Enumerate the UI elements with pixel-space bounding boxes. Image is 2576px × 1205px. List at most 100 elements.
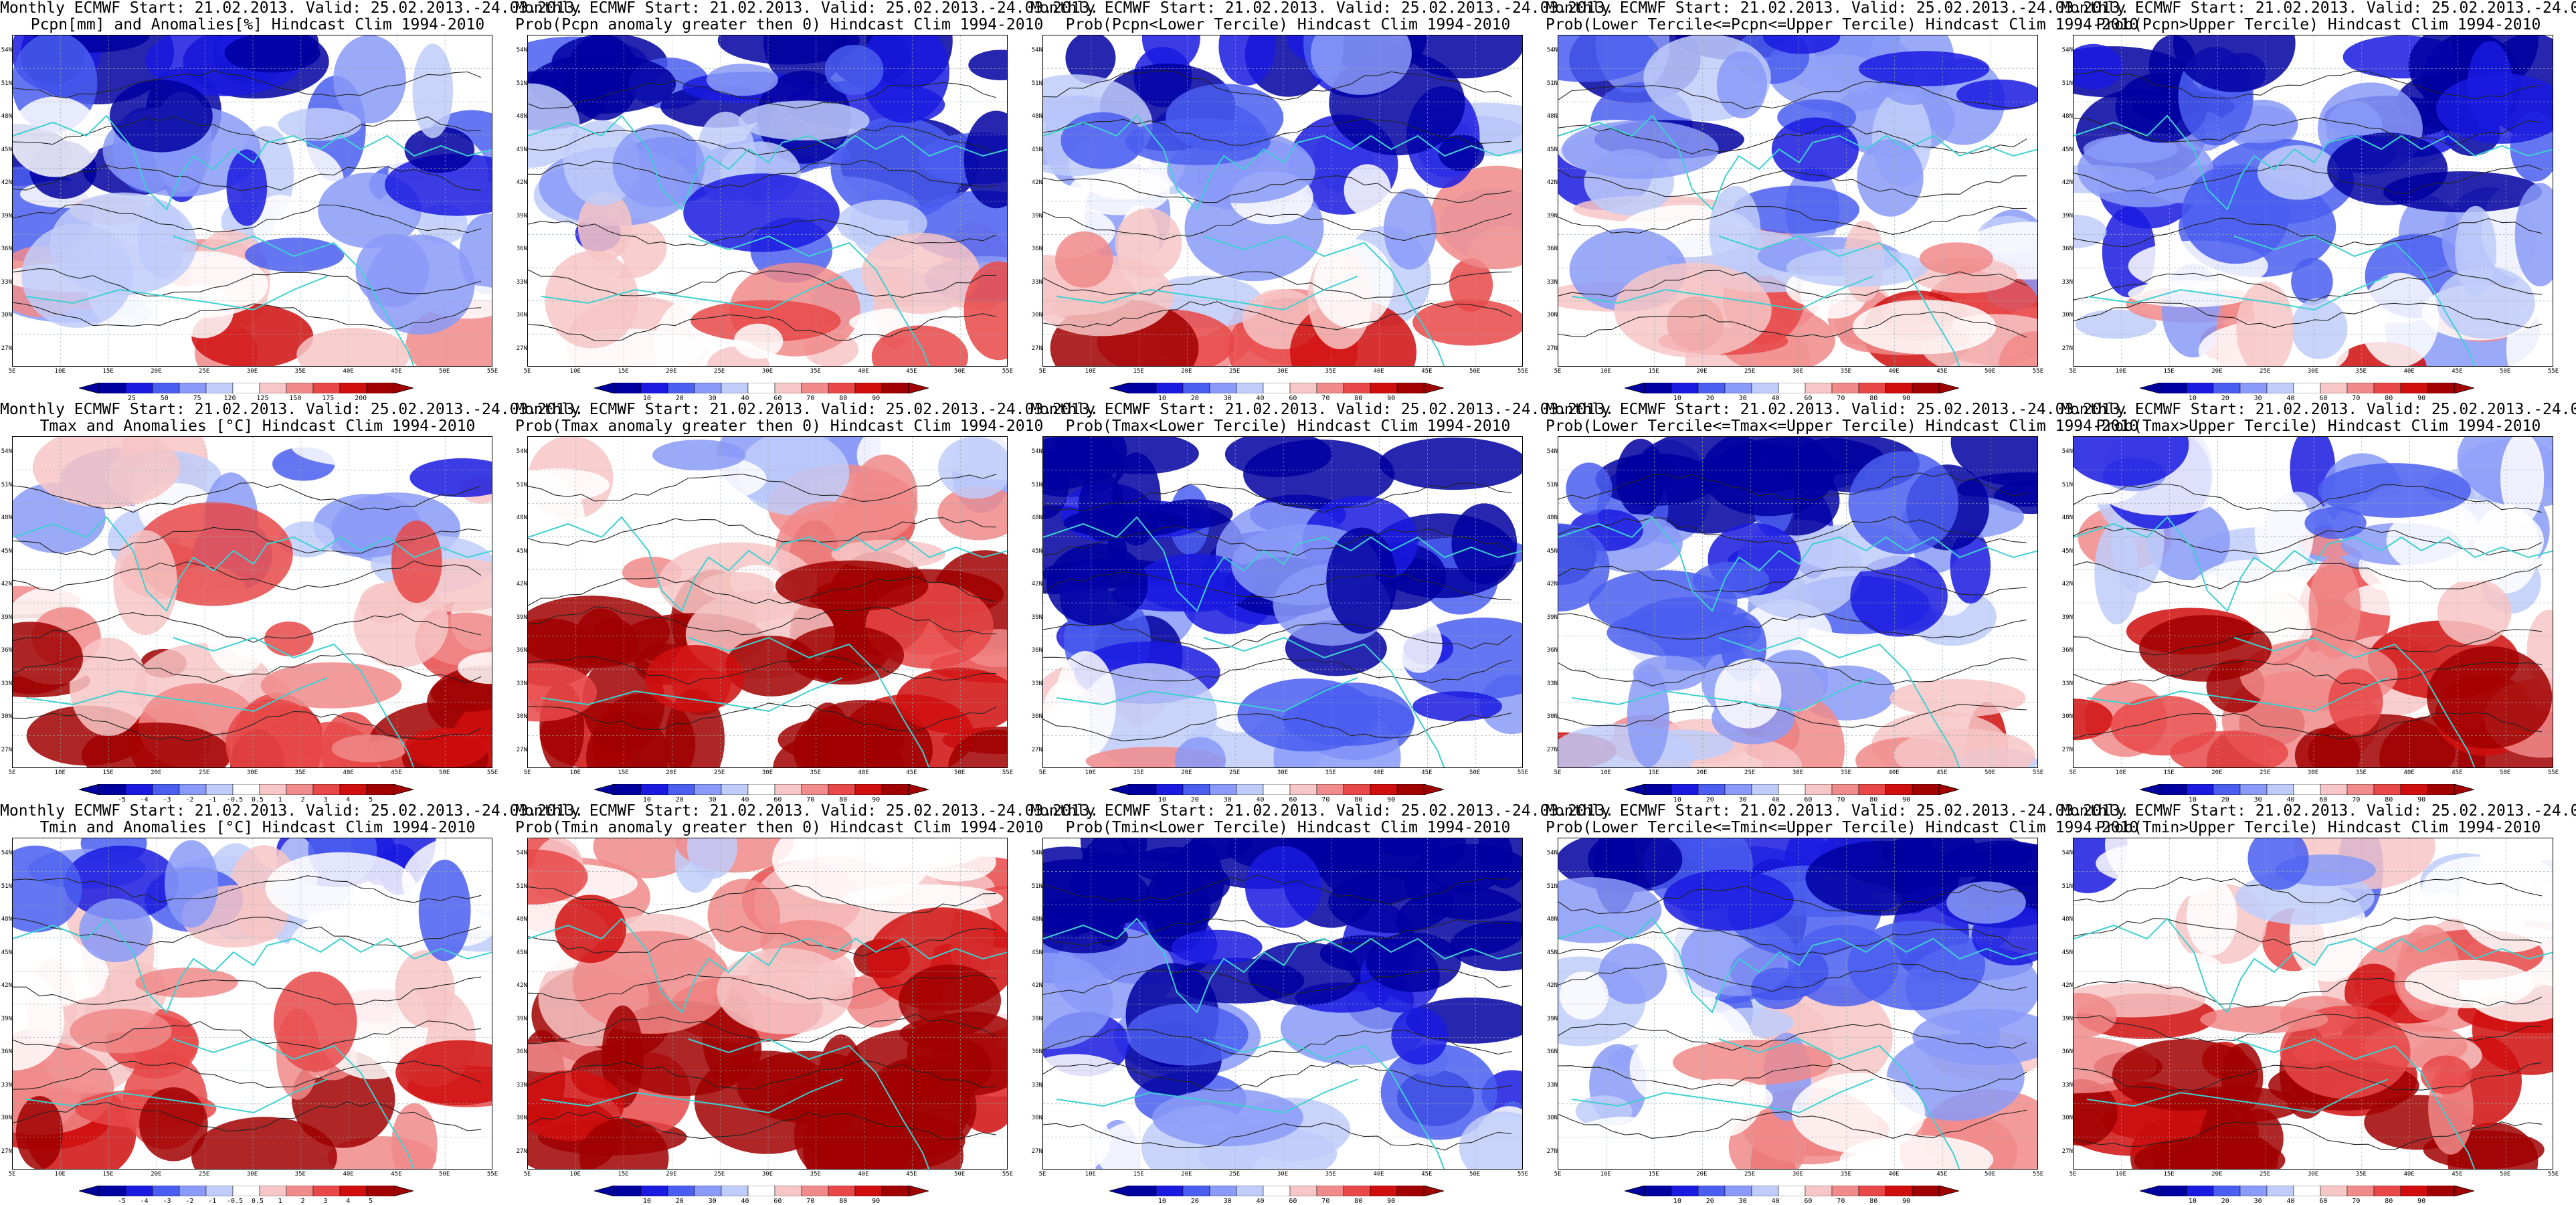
panel-title-line2: Prob(Tmax>Upper Tercile) Hindcast Clim 1…	[2096, 418, 2541, 435]
field-blob	[1420, 838, 1513, 893]
lon-label: 5E	[2069, 769, 2077, 776]
colorbar-swatch	[1778, 784, 1806, 795]
colorbar-swatch	[1263, 784, 1291, 795]
colorbar-swatch	[1778, 1186, 1806, 1196]
lon-label: 50E	[1469, 769, 1481, 776]
coastline	[1043, 516, 1522, 767]
colorbar	[594, 1186, 929, 1196]
colorbar-swatch	[1885, 1186, 1913, 1196]
colorbar-arrow-right	[2454, 1186, 2474, 1196]
coastline	[1043, 114, 1522, 366]
colorbar-swatch	[1751, 784, 1779, 795]
colorbar-swatch	[2400, 1186, 2428, 1196]
panel-title-line2: Prob(Lower Tercile<=Pcpn<=Upper Tercile)…	[1546, 16, 2139, 33]
colorbar-label: 10	[1673, 796, 1681, 804]
lat-label: 51N	[1546, 80, 1558, 87]
field-blob	[225, 699, 323, 767]
colorbar-arrow-left	[79, 383, 100, 393]
lon-label: 45E	[1421, 1171, 1433, 1178]
contour-line	[13, 70, 482, 99]
lat-label: 27N	[516, 345, 527, 352]
colorbar-swatch	[259, 1186, 287, 1196]
lon-label: 20E	[1696, 769, 1708, 776]
field-blob	[1043, 1054, 1121, 1091]
coastline	[1043, 917, 1522, 1169]
lat-label: 42N	[1031, 179, 1042, 186]
colorbar-swatch	[1263, 383, 1291, 393]
colorbar-swatch	[1805, 383, 1833, 393]
lat-label: 54N	[1546, 47, 1558, 54]
field-blob	[1850, 555, 1948, 637]
lon-label: 30E	[246, 1171, 258, 1178]
lat-label: 51N	[2061, 80, 2073, 87]
colorbar-label: 60	[773, 395, 782, 402]
lat-label: 36N	[516, 1048, 527, 1055]
lon-label: 20E	[1181, 1171, 1192, 1178]
lon-label: 15E	[2163, 368, 2175, 375]
contour-line	[2074, 483, 2543, 513]
lon-label: 50E	[2500, 368, 2511, 375]
field-blob	[612, 124, 705, 207]
lon-label: 40E	[1888, 1171, 1900, 1178]
field-blob	[1627, 664, 1669, 767]
lat-label: 48N	[516, 515, 527, 521]
field-blob	[1384, 189, 1437, 270]
map-panel-r2c3: Monthly ECMWF Start: 21.02.2013. Valid: …	[1030, 401, 1614, 804]
lat-label: 54N	[1546, 850, 1558, 856]
colorbar-swatch	[1724, 383, 1752, 393]
colorbar-label: 150	[289, 395, 302, 402]
lon-label: 40E	[1373, 1171, 1384, 1178]
colorbar-swatch	[667, 1186, 695, 1196]
lon-label: 15E	[1133, 1171, 1144, 1178]
field-blob	[1412, 691, 1502, 722]
field-blob	[2074, 699, 2113, 741]
colorbar-label: 20	[1190, 395, 1199, 402]
colorbar-label: 10	[1673, 395, 1681, 402]
field-blob	[15, 1096, 64, 1169]
panel-title-line1: Monthly ECMWF Start: 21.02.2013. Valid: …	[515, 802, 1099, 820]
colorbar-swatch	[1370, 784, 1398, 795]
contour-line	[528, 159, 997, 189]
colorbar-label: 10	[642, 1198, 651, 1205]
lon-label: 30E	[761, 368, 773, 375]
colorbar-label: 40	[741, 796, 749, 804]
lon-label: 35E	[1325, 1171, 1336, 1178]
colorbar-label: 30	[1223, 1198, 1232, 1205]
lon-label: 55E	[2547, 1171, 2559, 1178]
field-blob	[2294, 727, 2361, 767]
map-field	[2074, 35, 2553, 366]
contour-line	[1558, 311, 2027, 338]
colorbar-swatch	[1129, 383, 1157, 393]
lon-label: 15E	[102, 368, 114, 375]
lon-label: 50E	[2500, 1171, 2511, 1178]
field-blob	[2291, 258, 2333, 306]
field-blob	[244, 238, 345, 272]
lon-label: 50E	[954, 368, 965, 375]
lat-label: 51N	[1031, 883, 1042, 890]
field-blob	[555, 895, 626, 963]
panel-title-line1: Monthly ECMWF Start: 21.02.2013. Valid: …	[1030, 802, 1615, 820]
field-blob	[1379, 437, 1522, 490]
lon-label: 25E	[1229, 1171, 1240, 1178]
field-blob	[1412, 299, 1522, 346]
colorbar-swatch	[366, 784, 394, 795]
colorbar-swatch	[1671, 1186, 1699, 1196]
lat-label: 39N	[1546, 1015, 1558, 1022]
map-field	[13, 437, 492, 767]
coastline	[13, 917, 492, 1169]
lon-label: 20E	[151, 368, 162, 375]
field-blob	[1894, 729, 2035, 767]
lat-label: 48N	[2061, 113, 2073, 120]
contour-line	[13, 976, 482, 1006]
coastline	[528, 516, 1007, 767]
coastline	[2074, 917, 2553, 1169]
colorbar-swatch	[614, 1186, 642, 1196]
colorbar-label: 20	[1190, 796, 1199, 804]
field-blob	[1791, 1073, 1926, 1153]
lon-label: 20E	[1181, 769, 1192, 776]
panel-title-line2: Pcpn[mm] and Anomalies[%] Hindcast Clim …	[30, 16, 485, 33]
map-field	[1558, 838, 2037, 1169]
colorbar-label: 70	[2352, 1198, 2361, 1205]
field-blob	[1043, 1101, 1111, 1169]
map-panel-r2c4: Monthly ECMWF Start: 21.02.2013. Valid: …	[1546, 401, 2138, 804]
